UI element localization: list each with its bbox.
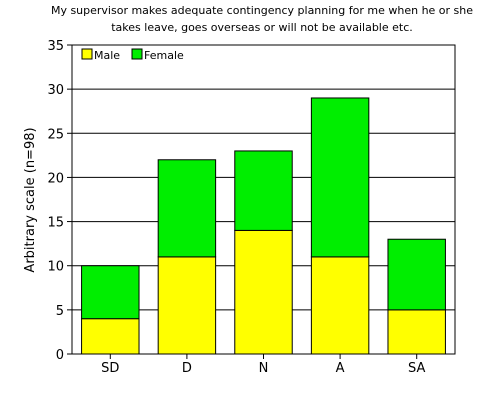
bar-female-d [157, 159, 217, 258]
y-tick-label: 25 [47, 127, 64, 142]
y-tick-label: 5 [56, 304, 64, 319]
y-tick-label: 0 [56, 348, 64, 363]
x-tick-label: D [182, 361, 192, 376]
bar-female-n [234, 150, 293, 231]
bar-male-n [234, 229, 293, 355]
x-tick-label: A [336, 361, 345, 376]
legend-swatch-female [131, 48, 143, 60]
chart-title-line-1: My supervisor makes adequate contingency… [51, 4, 473, 17]
legend-label-male: Male [94, 49, 120, 62]
x-tick-label: SD [101, 361, 119, 376]
x-tick-label: SA [408, 361, 425, 376]
y-tick-label: 35 [47, 39, 64, 54]
y-tick-label: 10 [47, 260, 64, 275]
y-tick-label: 30 [47, 83, 64, 98]
bar-female-a [310, 97, 370, 258]
x-tick-label: N [259, 361, 269, 376]
bar-female-sd [81, 265, 140, 320]
y-tick-label: 15 [47, 216, 64, 231]
y-tick-label: 20 [47, 171, 64, 186]
x-axis-ticks: SD D N A SA [101, 354, 425, 376]
legend-swatch-male [81, 48, 93, 60]
bar-male-a [310, 256, 370, 355]
bar-male-d [157, 256, 217, 355]
bar-male-sa [387, 309, 446, 355]
bar-male-sd [81, 318, 140, 355]
legend-label-female: Female [144, 49, 184, 62]
chart-title-line-2: takes leave, goes overseas or will not b… [111, 21, 413, 34]
legend: Male Female [81, 48, 184, 62]
bars [81, 97, 446, 355]
y-axis-ticks: 0 5 10 15 20 25 30 35 [47, 39, 72, 363]
y-axis-label: Arbitrary scale (n=98) [23, 127, 38, 272]
bar-female-sa [387, 238, 446, 311]
